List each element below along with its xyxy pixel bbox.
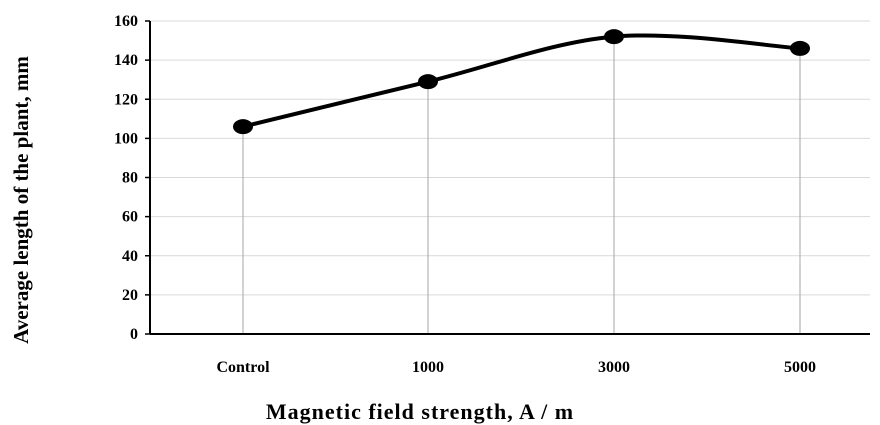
gridlines	[145, 20, 870, 335]
data-points	[233, 29, 810, 135]
y-tick-label: 140	[114, 52, 138, 69]
data-point	[604, 29, 624, 45]
x-tick-label: 1000	[412, 359, 444, 376]
data-point	[790, 40, 810, 56]
y-tick-label: 80	[122, 170, 138, 187]
y-tick-label: 100	[114, 130, 138, 147]
x-tick-labels: Control 1000 3000 5000	[216, 359, 816, 376]
y-tick-label: 60	[122, 209, 138, 226]
data-point	[418, 74, 438, 90]
y-tick-label: 40	[122, 248, 138, 265]
y-tick-labels: 0 20 40 60 80 100 120 140 160	[114, 13, 138, 343]
x-axis-title: Magnetic field strength, A / m	[266, 399, 574, 424]
data-point	[233, 119, 253, 135]
y-tick-label: 120	[114, 91, 138, 108]
y-tick-label: 0	[130, 326, 138, 343]
axes	[149, 21, 870, 335]
x-tick-label: 3000	[598, 359, 630, 376]
y-tick-label: 20	[122, 287, 138, 304]
series-line	[242, 33, 801, 129]
y-tick-label: 160	[114, 13, 138, 30]
y-axis-title: Average length of the plant, mm	[9, 56, 33, 344]
x-tick-label: Control	[216, 359, 270, 376]
drop-lines	[242, 36, 801, 334]
x-tick-label: 5000	[784, 359, 816, 376]
